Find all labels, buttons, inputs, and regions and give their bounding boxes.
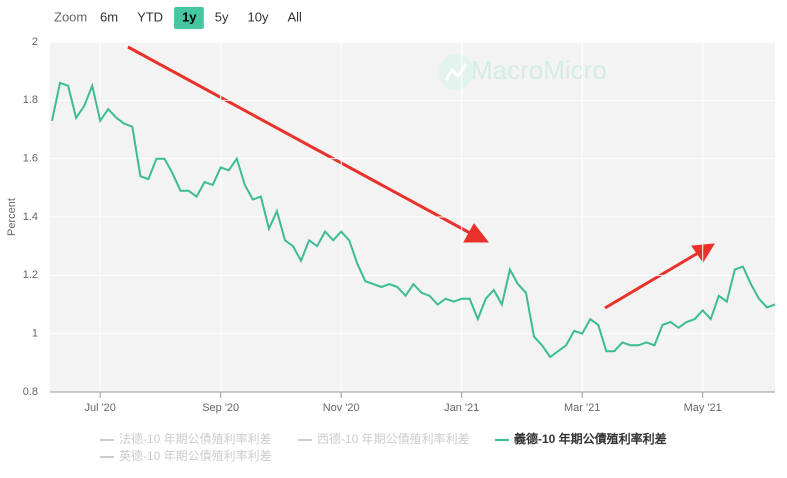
range-button-label[interactable]: 5y	[215, 9, 229, 24]
y-tick-label: 2	[32, 36, 38, 48]
series-line	[51, 81, 776, 359]
range-button-label[interactable]: 10y	[248, 9, 269, 24]
range-button[interactable]: 10y	[248, 9, 269, 24]
x-tick-label: Mar '21	[564, 402, 600, 414]
range-button[interactable]: 5y	[215, 9, 229, 24]
y-tick-label: 1.2	[23, 269, 38, 281]
legend-label[interactable]: 法德-10 年期公債殖利率利差	[119, 431, 272, 446]
x-tick-label: May '21	[684, 402, 722, 414]
y-axis-label: Percent	[6, 198, 18, 236]
legend-item[interactable]: 義德-10 年期公債殖利率利差	[495, 431, 667, 446]
legend-label[interactable]: 西德-10 年期公債殖利率利差	[317, 431, 470, 446]
x-tick-label: Jul '20	[84, 402, 115, 414]
legend-label[interactable]: 英德-10 年期公債殖利率利差	[119, 448, 272, 463]
legend-label[interactable]: 義德-10 年期公債殖利率利差	[514, 431, 667, 446]
watermark: MacroMicro	[471, 55, 607, 85]
x-tick-label: Sep '20	[202, 402, 239, 414]
y-tick-label: 1	[32, 328, 38, 340]
range-button[interactable]: 1y	[174, 7, 204, 29]
legend-item[interactable]: 法德-10 年期公債殖利率利差	[100, 431, 272, 446]
y-tick-label: 1.6	[23, 153, 38, 165]
range-button[interactable]: YTD	[137, 9, 163, 24]
legend-item[interactable]: 英德-10 年期公債殖利率利差	[100, 448, 272, 463]
y-tick-label: 1.8	[23, 94, 38, 106]
range-button-label[interactable]: 6m	[100, 9, 118, 24]
range-button[interactable]: 6m	[100, 9, 118, 24]
y-tick-label: 1.4	[23, 211, 38, 223]
x-tick-label: Nov '20	[323, 402, 360, 414]
legend-item[interactable]: 西德-10 年期公債殖利率利差	[298, 431, 470, 446]
range-button-label[interactable]: YTD	[137, 9, 163, 24]
x-tick-label: Jan '21	[444, 402, 479, 414]
range-button-label[interactable]: 1y	[182, 9, 197, 24]
range-button[interactable]: All	[288, 9, 303, 24]
y-tick-label: 0.8	[23, 386, 38, 398]
range-button-label[interactable]: All	[288, 9, 303, 24]
watermark-logo	[438, 54, 474, 90]
zoom-label: Zoom	[54, 9, 87, 24]
range-button-bg[interactable]	[174, 7, 204, 29]
